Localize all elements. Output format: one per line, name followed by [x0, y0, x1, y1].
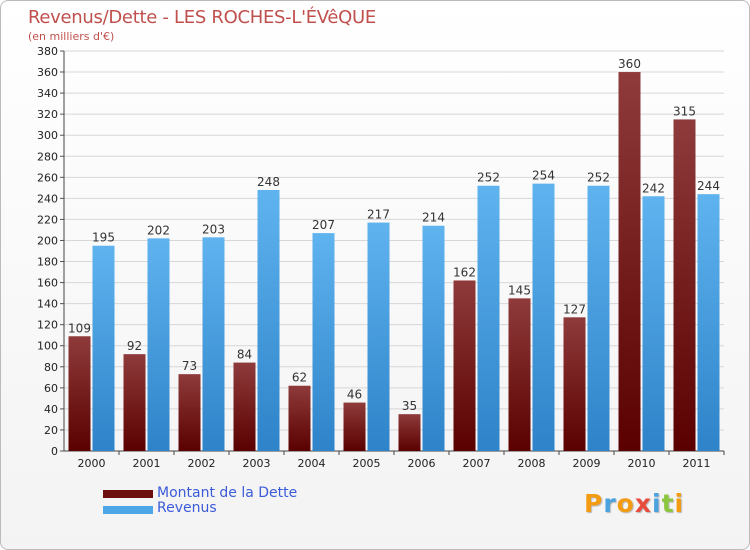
data-label-dette: 360 [618, 57, 641, 71]
bar-dette [508, 298, 531, 451]
data-label-revenus: 207 [312, 218, 335, 232]
bar-revenus [642, 196, 665, 451]
y-tick-label: 80 [44, 361, 58, 374]
bar-revenus [587, 185, 610, 451]
x-tick-label: 2003 [243, 457, 271, 470]
y-tick-label: 40 [44, 403, 58, 416]
bar-revenus [147, 238, 170, 451]
legend-swatch-dette [103, 490, 153, 498]
chart-subtitle: (en milliers d'€) [28, 30, 115, 43]
logo-letter: o [616, 489, 635, 518]
data-label-revenus: 217 [367, 208, 390, 222]
data-label-dette: 62 [292, 371, 307, 385]
x-tick-label: 2010 [628, 457, 656, 470]
legend-label-dette: Montant de la Dette [157, 485, 298, 501]
y-tick-label: 320 [37, 108, 58, 121]
x-tick-label: 2004 [298, 457, 326, 470]
logo-letter: r [603, 489, 617, 518]
bar-revenus [92, 245, 115, 451]
logo-letter: i [674, 489, 685, 518]
data-label-revenus: 242 [642, 181, 665, 195]
y-tick-label: 200 [37, 234, 58, 247]
x-tick-label: 2011 [683, 457, 711, 470]
data-label-dette: 35 [402, 399, 417, 413]
data-label-dette: 315 [673, 104, 696, 118]
bar-dette [178, 374, 201, 451]
bar-dette [343, 402, 366, 451]
logo-letter: t [661, 489, 675, 518]
y-tick-label: 0 [51, 445, 58, 458]
logo-letter: x [634, 489, 652, 518]
bar-dette [123, 354, 146, 451]
data-label-revenus: 203 [202, 222, 225, 236]
logo-letter: i [652, 489, 662, 518]
bar-revenus [532, 183, 555, 451]
y-tick-label: 360 [37, 66, 58, 79]
x-tick-label: 2008 [518, 457, 546, 470]
data-label-dette: 92 [127, 339, 142, 353]
x-tick-label: 2000 [78, 457, 106, 470]
bar-revenus [367, 222, 390, 451]
bar-revenus [477, 185, 500, 451]
data-label-dette: 109 [68, 321, 91, 335]
x-tick-label: 2009 [573, 457, 601, 470]
y-tick-label: 180 [37, 256, 58, 269]
bar-dette [233, 362, 256, 451]
y-tick-label: 280 [37, 150, 58, 163]
legend-swatch-revenus [103, 506, 153, 514]
bar-dette [68, 336, 91, 451]
data-label-dette: 127 [563, 302, 586, 316]
y-tick-label: 300 [37, 129, 58, 142]
legend-label-revenus: Revenus [157, 500, 217, 516]
y-tick-label: 220 [37, 213, 58, 226]
data-label-revenus: 248 [257, 175, 280, 189]
bar-dette [563, 317, 586, 451]
data-label-revenus: 244 [697, 179, 720, 193]
bar-dette [288, 385, 311, 451]
bar-dette [453, 280, 476, 451]
data-label-revenus: 252 [477, 171, 500, 185]
y-tick-label: 100 [37, 340, 58, 353]
x-tick-label: 2006 [408, 457, 436, 470]
bar-revenus [257, 189, 280, 451]
x-tick-label: 2002 [188, 457, 216, 470]
data-label-dette: 162 [453, 265, 476, 279]
proxiti-logo: Proxiti [584, 489, 684, 518]
bar-revenus [422, 225, 445, 451]
chart-title: Revenus/Dette - LES ROCHES-L'ÉVêQUE [28, 7, 376, 28]
data-label-revenus: 214 [422, 211, 445, 225]
bar-dette [618, 72, 641, 451]
x-tick-label: 2005 [353, 457, 381, 470]
data-label-revenus: 202 [147, 223, 170, 237]
data-label-revenus: 252 [587, 171, 610, 185]
bar-dette [398, 414, 421, 451]
y-tick-label: 260 [37, 171, 58, 184]
y-tick-label: 340 [37, 87, 58, 100]
bar-revenus [312, 233, 335, 451]
x-tick-label: 2001 [133, 457, 161, 470]
data-label-dette: 84 [237, 348, 252, 362]
x-tick-label: 2007 [463, 457, 491, 470]
y-tick-label: 240 [37, 192, 58, 205]
y-tick-label: 140 [37, 298, 58, 311]
data-label-revenus: 254 [532, 169, 555, 183]
y-tick-label: 160 [37, 277, 58, 290]
y-tick-label: 120 [37, 319, 58, 332]
data-label-revenus: 195 [92, 231, 115, 245]
data-label-dette: 46 [347, 388, 362, 402]
data-label-dette: 73 [182, 359, 197, 373]
logo-letter: P [584, 489, 604, 518]
bar-revenus [202, 237, 225, 451]
data-label-dette: 145 [508, 283, 531, 297]
bar-dette [673, 119, 696, 451]
y-tick-label: 380 [37, 45, 58, 58]
y-tick-label: 60 [44, 382, 58, 395]
y-tick-label: 20 [44, 424, 58, 437]
bar-revenus [697, 194, 720, 451]
